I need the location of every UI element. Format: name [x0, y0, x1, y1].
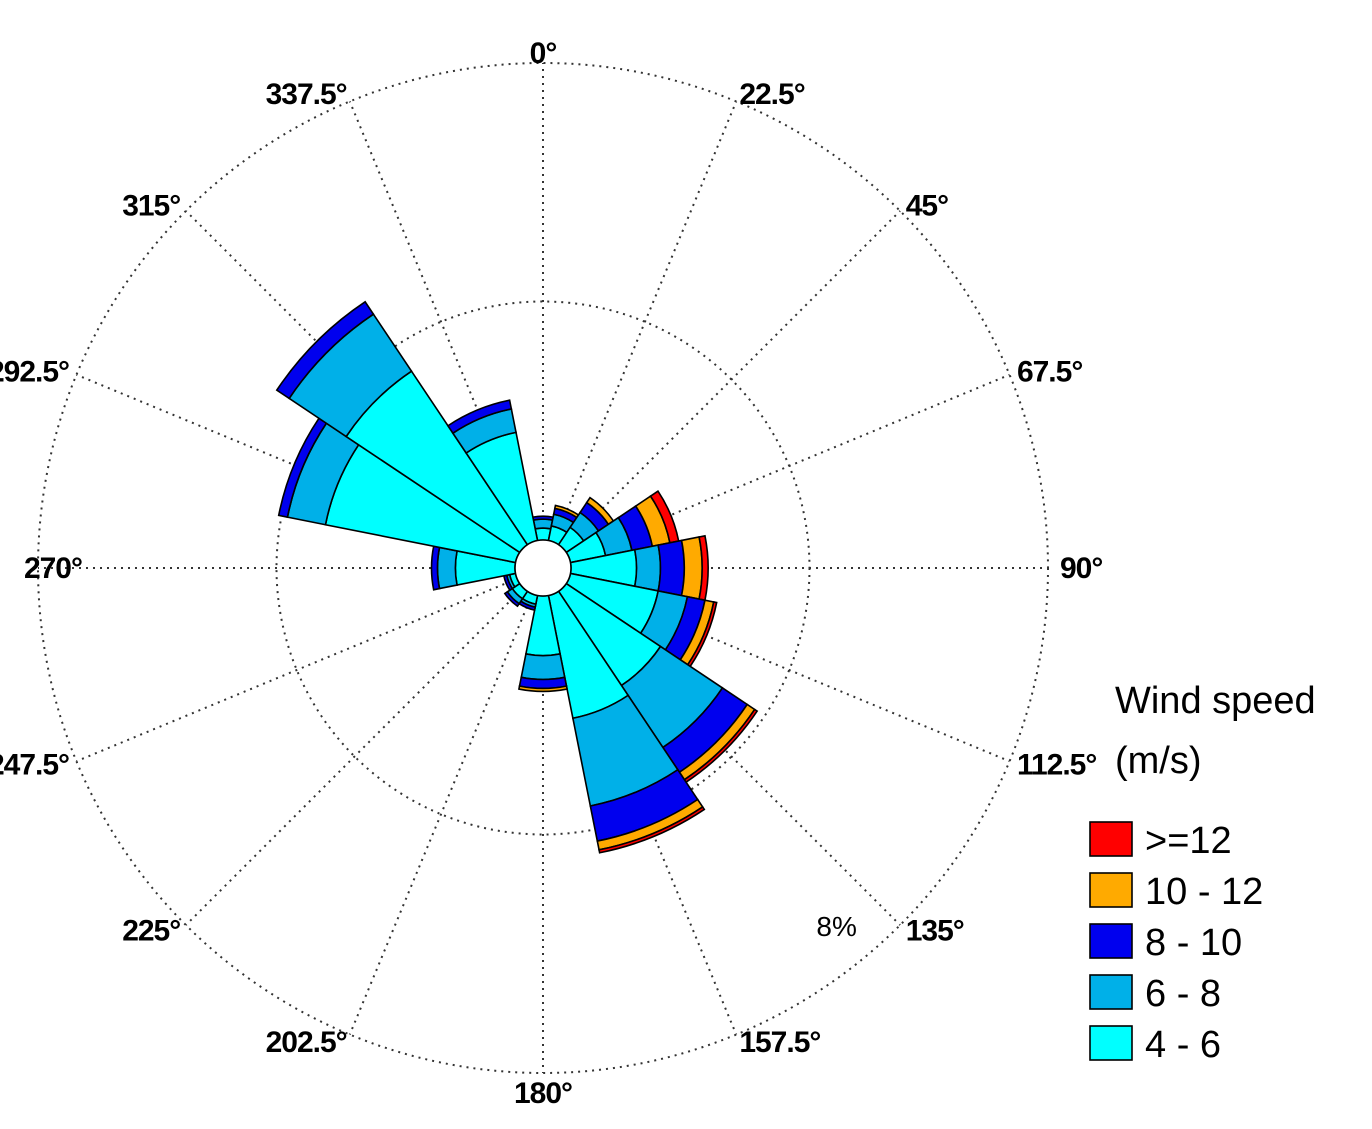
direction-label-292-5: 292.5°: [0, 356, 69, 389]
direction-label-45: 45°: [906, 189, 948, 222]
grid-spoke-22-5: [552, 101, 738, 543]
legend-label-3: 6 - 8: [1145, 973, 1221, 1015]
legend-label-2: 8 - 10: [1145, 922, 1242, 964]
direction-label-225: 225°: [122, 915, 180, 948]
grid-spoke-135: [562, 587, 901, 926]
grid-spoke-67-5: [568, 373, 1010, 559]
direction-label-202-5: 202.5°: [266, 1026, 347, 1059]
direction-label-135: 135°: [906, 915, 964, 948]
legend-swatch-3: [1089, 974, 1133, 1010]
sector-157-5-bin-4: [598, 805, 706, 854]
direction-label-270: 270°: [24, 552, 82, 585]
legend-swatch-2: [1089, 923, 1133, 959]
direction-label-0: 0°: [530, 37, 557, 70]
legend-title: Wind speed: [1115, 680, 1316, 722]
legend-swatch-1: [1089, 872, 1133, 908]
legend-label-1: 10 - 12: [1145, 871, 1263, 913]
legend-units: (m/s): [1115, 740, 1202, 782]
sector-90-bin-2: [657, 539, 686, 597]
direction-label-112-5: 112.5°: [1017, 748, 1096, 781]
direction-label-247-5: 247.5°: [0, 748, 69, 781]
legend-swatch-4: [1089, 1025, 1133, 1061]
sector-180-bin-3: [517, 685, 569, 693]
grid-spoke-45: [562, 210, 901, 549]
sector-180-bin-1: [520, 653, 566, 681]
sector-337-5-bin-2: [446, 399, 513, 435]
grid-spoke-247-5: [76, 577, 518, 763]
sector-225-bin-2: [503, 590, 521, 608]
grid-spoke-337-5: [348, 101, 534, 543]
grid-spoke-225: [185, 587, 524, 926]
sector-90-bin-3: [680, 536, 703, 600]
sector-0-bin-1: [532, 518, 554, 530]
sector-270-bin-1: [436, 546, 458, 590]
grid-spoke-202-5: [348, 593, 534, 1035]
direction-label-90: 90°: [1060, 552, 1102, 585]
legend: Wind speed (m/s) >=12 10 - 12 8 - 10 6 - 8 4…: [1089, 680, 1316, 1066]
direction-labels: 0° 22.5° 45° 67.5° 90° 112.5° 135° 157.5° 180° 20…: [0, 37, 1103, 1110]
legend-swatch-0: [1089, 821, 1133, 857]
direction-label-180: 180°: [514, 1077, 572, 1110]
center-hole: [514, 539, 572, 597]
direction-label-22-5: 22.5°: [739, 78, 804, 111]
legend-entries: >=12 10 - 12 8 - 10 6 - 8 4 - 6: [1089, 820, 1263, 1066]
ring-label-8pct: 8%: [816, 911, 856, 942]
direction-label-67-5: 67.5°: [1017, 356, 1082, 389]
direction-label-315: 315°: [122, 189, 180, 222]
sector-315-bin-2: [275, 300, 375, 400]
direction-label-337-5: 337.5°: [266, 78, 347, 111]
sector-90-bin-1: [633, 544, 662, 592]
sector-0-bin-2: [531, 515, 555, 522]
direction-label-157-5: 157.5°: [739, 1026, 820, 1059]
legend-label-4: 4 - 6: [1145, 1024, 1221, 1066]
grid-spoke-112-5: [568, 577, 1010, 763]
legend-label-0: >=12: [1145, 820, 1232, 862]
